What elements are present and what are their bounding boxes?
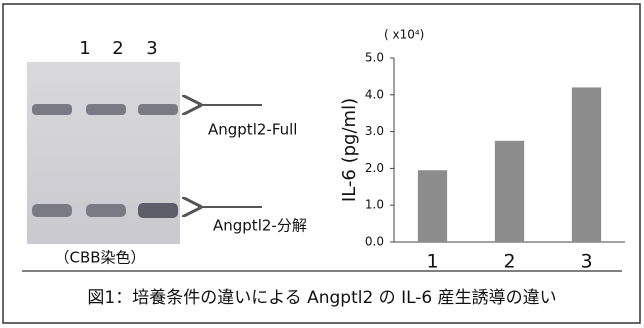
bar-chart: 0.0 1.0 2.0 3.0 4.0 5.0 1 2 3 [365, 51, 625, 273]
caption: 図1：培養条件の違いによる Angptl2 の IL-6 産生誘導の違い [87, 288, 556, 308]
band-label: Angptl2-Full [208, 121, 297, 139]
lane-label: 3 [146, 38, 157, 59]
x-tick-label: 3 [580, 251, 592, 273]
band-label: Angptl2-分解 [213, 217, 307, 235]
bar [495, 141, 524, 242]
y-tick-label: 2.0 [365, 161, 384, 175]
x-tick-label: 2 [503, 251, 515, 273]
y-tick-label: 1.0 [365, 198, 384, 212]
x-tick-label: 1 [426, 251, 438, 273]
scale-note: ( x10⁴) [384, 28, 424, 42]
stain-label: （CBB染色） [54, 249, 145, 267]
y-tick-label: 3.0 [365, 124, 384, 138]
y-axis-label: IL-6 (pg/ml) [339, 98, 360, 202]
lane-label: 1 [79, 38, 90, 59]
y-tick-label: 4.0 [365, 87, 384, 101]
lane-label: 2 [112, 38, 123, 59]
y-tick-label: 5.0 [365, 51, 384, 65]
y-tick-label: 0.0 [365, 235, 384, 249]
bar [572, 87, 601, 242]
bar [418, 170, 447, 242]
figure: 1 2 3 Angptl2-Full Angptl2-分解 （CBB染色） 図1… [0, 0, 644, 328]
